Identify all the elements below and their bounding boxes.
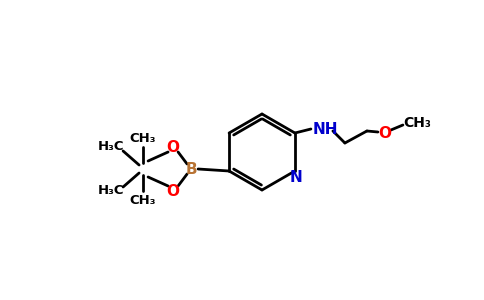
Text: CH₃: CH₃ — [403, 116, 431, 130]
Text: CH₃: CH₃ — [130, 131, 156, 145]
Text: H₃C: H₃C — [98, 184, 124, 197]
Text: B: B — [185, 161, 197, 176]
Text: N: N — [289, 170, 302, 185]
Text: O: O — [166, 184, 180, 199]
Text: CH₃: CH₃ — [130, 194, 156, 206]
Text: O: O — [166, 140, 180, 154]
Text: H₃C: H₃C — [98, 140, 124, 154]
Text: NH: NH — [312, 122, 338, 136]
Text: O: O — [378, 125, 392, 140]
